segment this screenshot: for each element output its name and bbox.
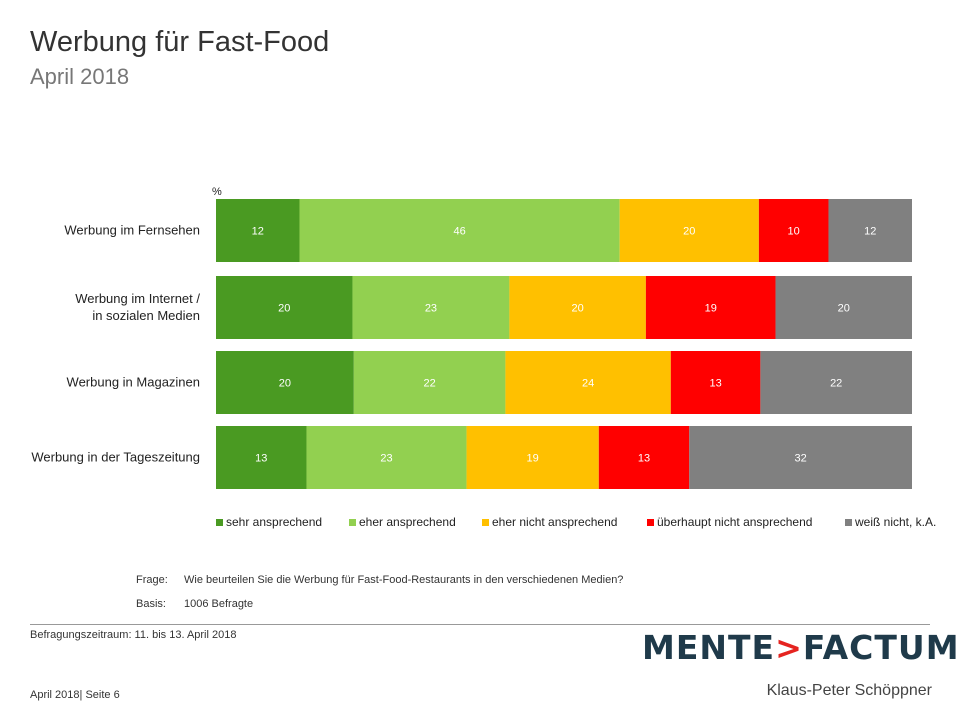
data-label: 19 [527,453,539,465]
data-label: 23 [380,453,392,465]
legend-swatch [216,519,223,526]
logo-text-left: MENTE [642,628,776,667]
bar-segment [828,199,912,262]
bar-segment [466,426,599,489]
data-label: 12 [864,226,876,238]
bar-segment [353,351,506,414]
bar-segment [216,199,300,262]
bar-segment [670,351,761,414]
data-label: 20 [572,303,584,315]
data-label: 20 [683,226,695,238]
page-title: Werbung für Fast-Food [30,26,330,58]
logo-text-right: FACTUM [802,628,960,667]
basis-label: Basis: [136,598,166,610]
legend-swatch [482,519,489,526]
data-label: 20 [278,303,290,315]
legend-label: eher ansprechend [359,515,456,529]
data-label: 13 [709,378,721,390]
mente-factum-logo: MENTE>FACTUM [642,628,960,667]
legend-swatch [845,519,852,526]
legend-label: überhaupt nicht ansprechend [657,515,812,529]
data-label: 23 [425,303,437,315]
stacked-bar-chart: % 12 46 20 10 12 Werbung im Fernsehen 20 23 20 19 2… [31,186,936,529]
category-label: Werbung in der Tageszeitung [31,450,200,465]
bar-segment [760,351,912,414]
bar-segment [505,351,671,414]
data-label: 13 [255,453,267,465]
category-label: in sozialen Medien [92,308,200,323]
bar-segment [689,426,912,489]
data-label: 12 [252,226,264,238]
data-label: 10 [788,226,800,238]
unit-label: % [212,186,222,198]
legend-swatch [647,519,654,526]
data-label: 19 [705,303,717,315]
bar-segment [775,276,912,339]
data-label: 22 [830,378,842,390]
legend-swatch [349,519,356,526]
bar-segment [509,276,646,339]
data-label: 13 [638,453,650,465]
logo-arrow: > [775,629,803,667]
author-name: Klaus-Peter Schöppner [766,682,932,699]
survey-period: Befragungszeitraum: 11. bis 13. April 20… [30,629,237,641]
bar-segment [299,199,620,262]
bar-segment [598,426,690,489]
bar-segment [216,426,307,489]
category-label: Werbung in Magazinen [67,375,200,390]
divider-line [30,624,930,625]
footer-page-info: April 2018| Seite 6 [30,689,120,701]
data-label: 20 [279,378,291,390]
legend-label: weiß nicht, k.A. [854,515,936,529]
category-label: Werbung im Internet / [75,291,200,306]
basis-text: 1006 Befragte [184,598,254,610]
category-label: Werbung im Fernsehen [64,223,200,238]
bar-segment [758,199,829,262]
data-label: 22 [423,378,435,390]
legend-label: eher nicht ansprechend [492,515,617,529]
bar-segment [306,426,467,489]
question-label: Frage: [136,574,168,586]
bar-segment [216,351,354,414]
bar-segment [216,276,353,339]
legend-label: sehr ansprechend [226,515,322,529]
question-text: Wie beurteilen Sie die Werbung für Fast-… [184,574,624,586]
data-label: 24 [582,378,594,390]
bar-segment [645,276,776,339]
data-label: 46 [453,226,465,238]
data-label: 32 [795,453,807,465]
data-label: 20 [838,303,850,315]
bar-segment [352,276,510,339]
page-subtitle: April 2018 [30,64,130,89]
bar-segment [619,199,759,262]
